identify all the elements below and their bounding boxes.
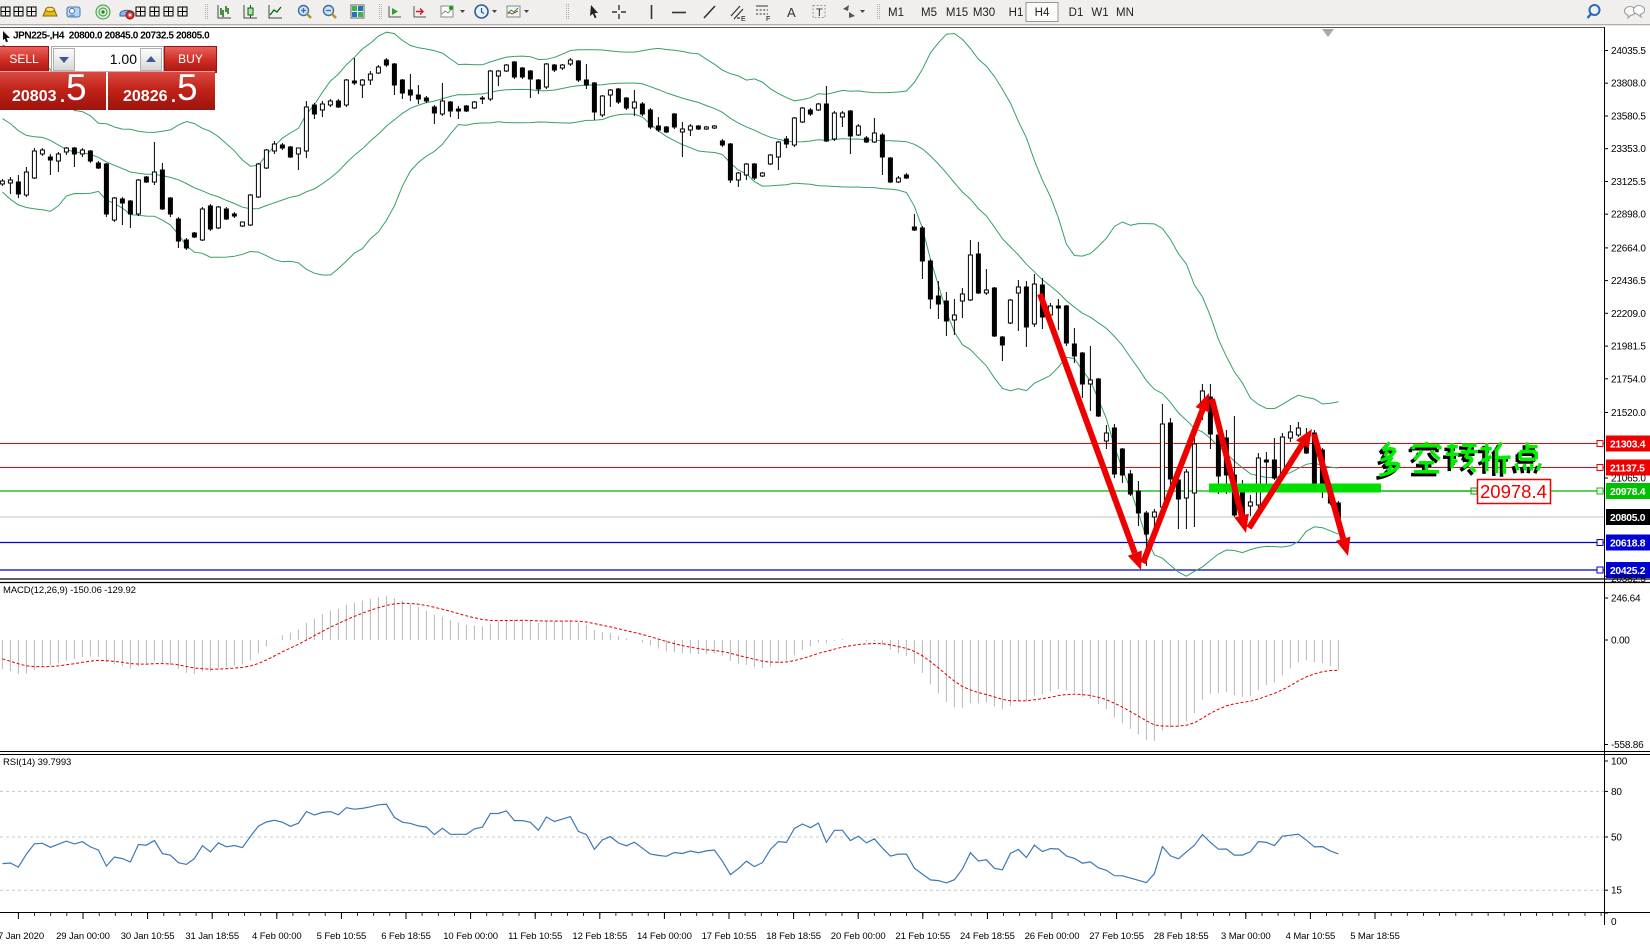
svg-text:21 Feb 10:55: 21 Feb 10:55 (895, 931, 950, 942)
svg-text:E: E (741, 16, 746, 23)
svg-text:H4: H4 (1035, 7, 1050, 19)
svg-text:50: 50 (1611, 833, 1622, 844)
svg-text:H1: H1 (1009, 7, 1024, 19)
svg-text:14 Feb 00:00: 14 Feb 00:00 (637, 931, 692, 942)
svg-text:24035.5: 24035.5 (1611, 46, 1646, 57)
svg-text:17 Feb 10:55: 17 Feb 10:55 (702, 931, 757, 942)
svg-text:5 Mar 18:55: 5 Mar 18:55 (1350, 931, 1400, 942)
svg-text:22436.5: 22436.5 (1611, 276, 1646, 287)
svg-text:RSI(14) 39.7993: RSI(14) 39.7993 (3, 757, 71, 768)
svg-text:3 Mar 00:00: 3 Mar 00:00 (1221, 931, 1271, 942)
svg-text:21065.0: 21065.0 (1611, 474, 1646, 485)
svg-text:-558.86: -558.86 (1611, 740, 1644, 751)
svg-text:23353.0: 23353.0 (1611, 144, 1646, 155)
svg-text:21303.4: 21303.4 (1610, 440, 1646, 451)
svg-text:M30: M30 (973, 7, 995, 19)
svg-text:100: 100 (1611, 757, 1628, 768)
svg-text:F: F (766, 16, 770, 23)
svg-text:20805.0: 20805.0 (1610, 513, 1646, 524)
svg-text:5 Feb 10:55: 5 Feb 10:55 (317, 931, 367, 942)
svg-text:31 Jan 18:55: 31 Jan 18:55 (185, 931, 239, 942)
svg-text:15: 15 (1611, 886, 1622, 897)
svg-text:20425.2: 20425.2 (1610, 566, 1646, 577)
svg-text:11 Feb 10:55: 11 Feb 10:55 (508, 931, 562, 942)
svg-text:MN: MN (1116, 7, 1134, 19)
svg-text:4 Feb 00:00: 4 Feb 00:00 (252, 931, 302, 942)
svg-text:M15: M15 (946, 7, 968, 19)
svg-text:M5: M5 (921, 7, 937, 19)
svg-text:0: 0 (1611, 917, 1617, 928)
svg-text:JPN225-,H4 20800.0 20845.0 20: JPN225-,H4 20800.0 20845.0 20732.5 20805… (13, 31, 210, 42)
svg-text:20978.4: 20978.4 (1480, 481, 1547, 502)
svg-text:21981.5: 21981.5 (1611, 342, 1646, 353)
svg-text:28 Feb 18:55: 28 Feb 18:55 (1154, 931, 1209, 942)
svg-text:21754.0: 21754.0 (1611, 374, 1646, 385)
svg-text:20618.8: 20618.8 (1610, 539, 1646, 550)
svg-text:246.64: 246.64 (1611, 594, 1641, 605)
svg-text:22209.0: 22209.0 (1611, 309, 1646, 320)
svg-text:A: A (787, 5, 796, 20)
svg-text:10 Feb 00:00: 10 Feb 00:00 (443, 931, 498, 942)
svg-text:T: T (816, 7, 823, 19)
svg-text:21137.5: 21137.5 (1610, 464, 1645, 475)
svg-text:M1: M1 (888, 7, 904, 19)
svg-text:12 Feb 18:55: 12 Feb 18:55 (572, 931, 627, 942)
svg-text:29 Jan 00:00: 29 Jan 00:00 (56, 931, 110, 942)
svg-text:23580.5: 23580.5 (1611, 112, 1646, 123)
svg-text:4 Mar 10:55: 4 Mar 10:55 (1286, 931, 1336, 942)
svg-text:22898.0: 22898.0 (1611, 210, 1646, 221)
svg-text:0.00: 0.00 (1611, 636, 1630, 647)
svg-text:D1: D1 (1069, 7, 1084, 19)
svg-text:20978.4: 20978.4 (1610, 487, 1646, 498)
svg-text:27 Feb 10:55: 27 Feb 10:55 (1089, 931, 1144, 942)
svg-text:22664.0: 22664.0 (1611, 243, 1646, 254)
svg-text:23125.5: 23125.5 (1611, 177, 1646, 188)
svg-text:MACD(12,26,9) -150.06 -129.92: MACD(12,26,9) -150.06 -129.92 (3, 585, 136, 596)
svg-text:6 Feb 18:55: 6 Feb 18:55 (381, 931, 431, 942)
svg-text:20 Feb 00:00: 20 Feb 00:00 (831, 931, 886, 942)
svg-text:30 Jan 10:55: 30 Jan 10:55 (121, 931, 175, 942)
svg-text:26 Feb 00:00: 26 Feb 00:00 (1025, 931, 1080, 942)
svg-text:20382.5: 20382.5 (1611, 574, 1646, 585)
svg-text:W1: W1 (1091, 7, 1108, 19)
svg-text:27 Jan 2020: 27 Jan 2020 (0, 931, 44, 942)
svg-text:24 Feb 18:55: 24 Feb 18:55 (960, 931, 1015, 942)
svg-text:80: 80 (1611, 787, 1622, 798)
svg-text:23808.0: 23808.0 (1611, 79, 1646, 90)
svg-text:21520.0: 21520.0 (1611, 408, 1646, 419)
svg-text:18 Feb 18:55: 18 Feb 18:55 (766, 931, 821, 942)
